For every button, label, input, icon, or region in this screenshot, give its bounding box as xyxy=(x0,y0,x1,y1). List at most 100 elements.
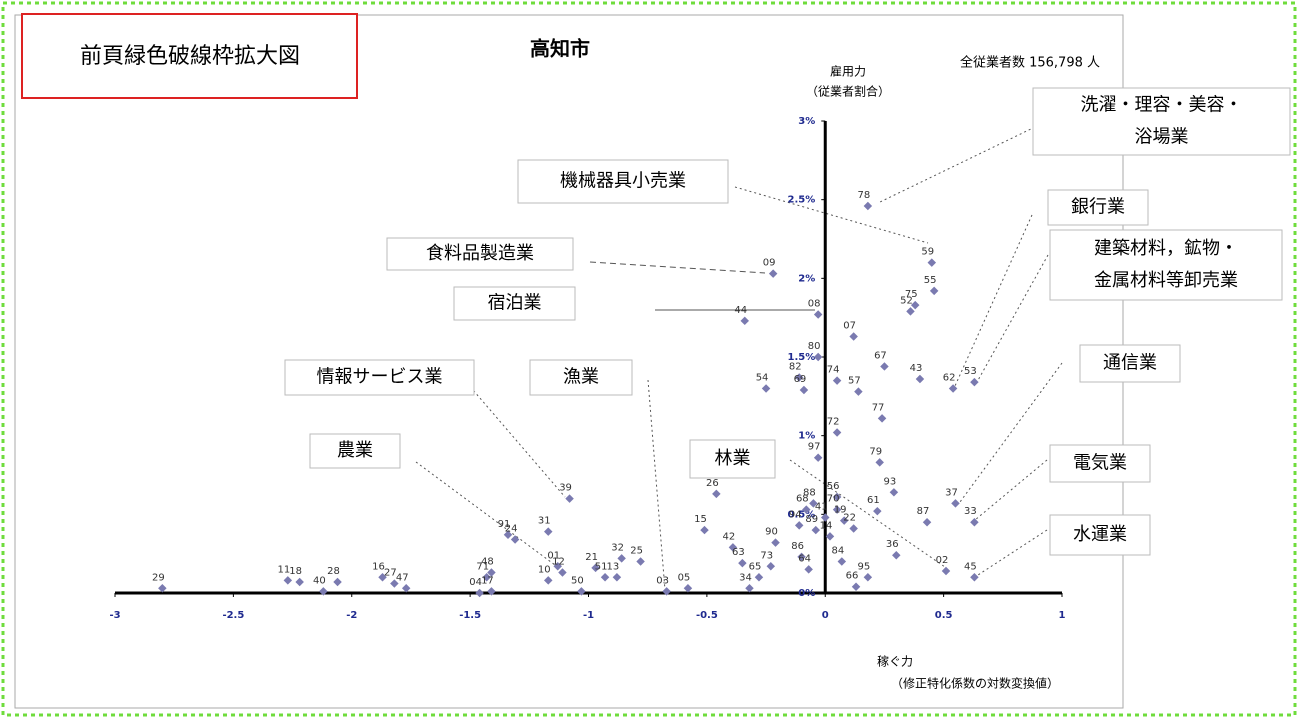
data-point xyxy=(794,373,804,382)
data-point xyxy=(970,517,979,527)
data-point xyxy=(738,558,747,568)
data-point xyxy=(794,521,804,530)
point-label: 13 xyxy=(607,561,620,572)
point-label: 53 xyxy=(964,366,977,377)
point-label: 45 xyxy=(964,561,977,572)
point-label: 19 xyxy=(834,505,847,516)
data-point xyxy=(802,505,811,514)
point-label: 02 xyxy=(936,555,949,566)
data-point xyxy=(612,573,622,582)
note: 前頁緑色破線枠拡大図 xyxy=(80,44,300,69)
data-point xyxy=(740,316,749,326)
callout-box xyxy=(453,286,576,321)
point-label: 05 xyxy=(678,572,691,583)
data-point xyxy=(839,516,849,525)
data-point xyxy=(565,494,574,503)
point-label: 91 xyxy=(498,519,511,530)
data-point xyxy=(712,489,721,499)
data-point xyxy=(849,524,858,533)
x-tick-label: -3 xyxy=(109,610,120,621)
y-tick-label: 2.5% xyxy=(788,195,816,206)
total-label: 全従業者数 156,798 人 xyxy=(960,55,1100,71)
data-point xyxy=(892,550,901,560)
data-point xyxy=(849,332,858,341)
x-axis-label: （修正特化係数の対数変換値） xyxy=(891,676,1059,691)
x-tick-label: 0 xyxy=(822,610,829,621)
data-point xyxy=(873,506,882,516)
point-label: 40 xyxy=(313,575,326,586)
point-label: 04 xyxy=(469,577,482,588)
data-point xyxy=(487,568,496,577)
data-point xyxy=(889,488,899,497)
data-point xyxy=(319,587,328,596)
data-point xyxy=(283,576,293,585)
data-point xyxy=(158,584,167,593)
point-label: 21 xyxy=(585,552,598,563)
point-label: 79 xyxy=(869,446,882,457)
point-label: 12 xyxy=(552,557,565,568)
note-box xyxy=(21,13,358,99)
data-point xyxy=(832,505,842,514)
point-label: 66 xyxy=(846,571,859,582)
callout-box xyxy=(529,359,633,396)
point-label: 42 xyxy=(723,531,736,542)
callout-label: 林業 xyxy=(715,448,751,469)
point-label: 41 xyxy=(815,501,828,512)
point-label: 39 xyxy=(559,483,572,494)
point-label: 84 xyxy=(831,546,844,557)
point-label: 97 xyxy=(808,442,821,453)
point-label: 59 xyxy=(921,247,934,258)
callout-label: 建築材料，鉱物・ xyxy=(1094,238,1238,259)
point-label: 27 xyxy=(384,568,397,579)
x-tick-label: -2.5 xyxy=(222,610,244,621)
y-tick-label: 2% xyxy=(798,273,815,284)
callout-label: 銀行業 xyxy=(1071,197,1125,218)
point-label: 52 xyxy=(900,295,913,306)
leader-line xyxy=(589,261,766,274)
data-point xyxy=(877,414,887,423)
data-point xyxy=(915,374,925,384)
point-label: 32 xyxy=(611,542,624,553)
x-tick-label: -1 xyxy=(583,610,594,621)
point-label: 68 xyxy=(796,494,809,505)
point-label: 36 xyxy=(886,539,899,550)
leader-line xyxy=(647,379,666,591)
leader-lines xyxy=(415,126,1063,591)
point-label: 43 xyxy=(910,363,923,374)
callout-label: 宿泊業 xyxy=(488,293,542,314)
data-point xyxy=(837,557,847,566)
callout-box xyxy=(1049,514,1151,556)
data-point xyxy=(745,584,754,593)
data-point xyxy=(910,300,920,310)
point-label: 18 xyxy=(289,566,302,577)
data-point xyxy=(929,286,939,296)
data-point xyxy=(754,573,764,582)
data-point xyxy=(927,258,937,267)
point-label: 77 xyxy=(872,402,885,413)
point-label: 33 xyxy=(964,506,977,517)
point-label: 72 xyxy=(827,417,840,428)
point-label: 54 xyxy=(756,372,769,383)
data-point xyxy=(832,492,842,502)
y-tick-label: 0% xyxy=(798,588,815,599)
point-label: 56 xyxy=(827,481,840,492)
data-point xyxy=(797,552,806,562)
data-point xyxy=(768,269,778,278)
y-axis-label: （従業者割合） xyxy=(806,84,890,99)
leader-line xyxy=(954,214,1033,387)
data-point xyxy=(482,573,491,582)
callout-label: 漁業 xyxy=(563,367,599,388)
callout-label: 農業 xyxy=(337,440,373,461)
point-label: 62 xyxy=(943,372,956,383)
data-point xyxy=(863,201,873,211)
callout-box xyxy=(517,159,729,204)
point-label: 15 xyxy=(694,514,707,525)
callout-box xyxy=(284,359,475,396)
data-point xyxy=(970,377,979,387)
callout-box xyxy=(689,439,776,479)
data-point xyxy=(854,387,863,396)
point-label: 78 xyxy=(857,190,870,201)
data-point xyxy=(475,588,484,598)
point-label: 65 xyxy=(749,561,762,572)
